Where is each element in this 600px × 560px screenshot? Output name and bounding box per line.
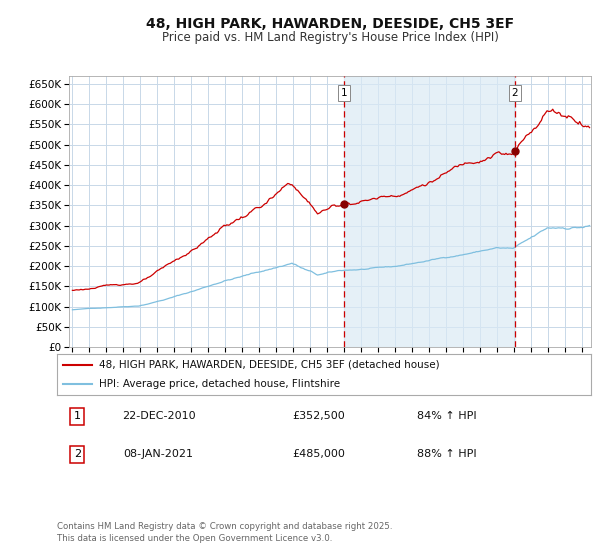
Text: 84% ↑ HPI: 84% ↑ HPI [417,411,476,421]
Text: 2: 2 [74,449,81,459]
Text: 48, HIGH PARK, HAWARDEN, DEESIDE, CH5 3EF: 48, HIGH PARK, HAWARDEN, DEESIDE, CH5 3E… [146,17,514,31]
Text: £352,500: £352,500 [292,411,345,421]
Text: 88% ↑ HPI: 88% ↑ HPI [417,449,476,459]
Text: 1: 1 [340,88,347,98]
Text: 08-JAN-2021: 08-JAN-2021 [124,449,193,459]
Text: Contains HM Land Registry data © Crown copyright and database right 2025.
This d: Contains HM Land Registry data © Crown c… [57,522,392,543]
Text: £485,000: £485,000 [292,449,345,459]
Text: 1: 1 [74,411,81,421]
Text: 2: 2 [512,88,518,98]
Text: 48, HIGH PARK, HAWARDEN, DEESIDE, CH5 3EF (detached house): 48, HIGH PARK, HAWARDEN, DEESIDE, CH5 3E… [98,360,439,370]
Text: HPI: Average price, detached house, Flintshire: HPI: Average price, detached house, Flin… [98,379,340,389]
Bar [344,76,515,347]
Text: Price paid vs. HM Land Registry's House Price Index (HPI): Price paid vs. HM Land Registry's House … [161,31,499,44]
Text: 22-DEC-2010: 22-DEC-2010 [122,411,195,421]
